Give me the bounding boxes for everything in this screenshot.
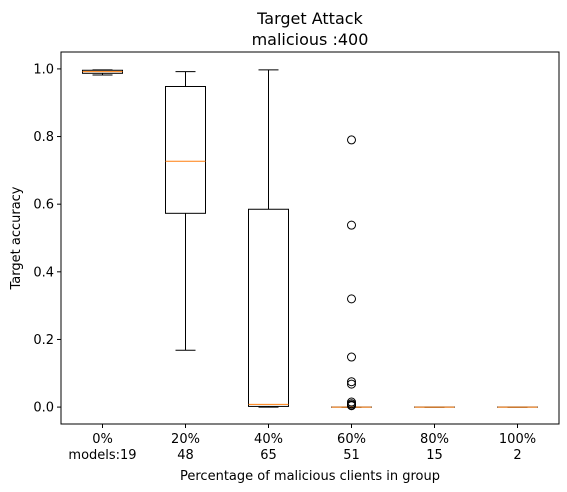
x-tick-label: 20%	[171, 432, 200, 447]
outlier-point	[347, 294, 356, 304]
outlier-point	[347, 379, 356, 389]
y-tick-label: 0.6	[33, 198, 54, 213]
x-count-label: 51	[343, 448, 360, 463]
y-tick-label: 0.2	[33, 333, 54, 348]
outlier-point	[347, 377, 356, 387]
y-axis: 0.0 0.2 0.4 0.6 0.8 1.0	[33, 62, 61, 416]
x-count-label: 65	[260, 448, 277, 463]
outlier-point	[347, 220, 356, 230]
x-axis-label: Percentage of malicious clients in group	[180, 469, 440, 484]
y-tick-label: 0.8	[33, 130, 54, 145]
chart-subtitle: malicious :400	[252, 30, 369, 49]
y-tick-label: 0.0	[33, 401, 54, 416]
x-tick-label: 100%	[499, 432, 536, 447]
chart-title: Target Attack	[256, 9, 363, 28]
x-tick-label: 60%	[337, 432, 366, 447]
box-body	[165, 85, 206, 214]
x-axis: 0%models:19 20%48 40%65 60%51 80%15 100%2	[68, 424, 536, 463]
x-count-label: 15	[426, 448, 443, 463]
plot-area	[60, 51, 560, 425]
y-tick-label: 0.4	[33, 265, 54, 280]
x-count-label: models:19	[68, 448, 136, 463]
outlier-point	[347, 135, 356, 145]
y-tick-label: 1.0	[33, 62, 54, 77]
boxes-group	[82, 69, 538, 411]
outlier-point	[347, 352, 356, 362]
x-count-label: 2	[513, 448, 521, 463]
x-count-label: 48	[177, 448, 194, 463]
outlier-point	[347, 401, 356, 411]
box-body	[248, 208, 289, 407]
y-axis-label: Target accuracy	[9, 186, 24, 290]
x-tick-label: 40%	[254, 432, 283, 447]
x-tick-label: 0%	[92, 432, 113, 447]
x-tick-label: 80%	[420, 432, 449, 447]
